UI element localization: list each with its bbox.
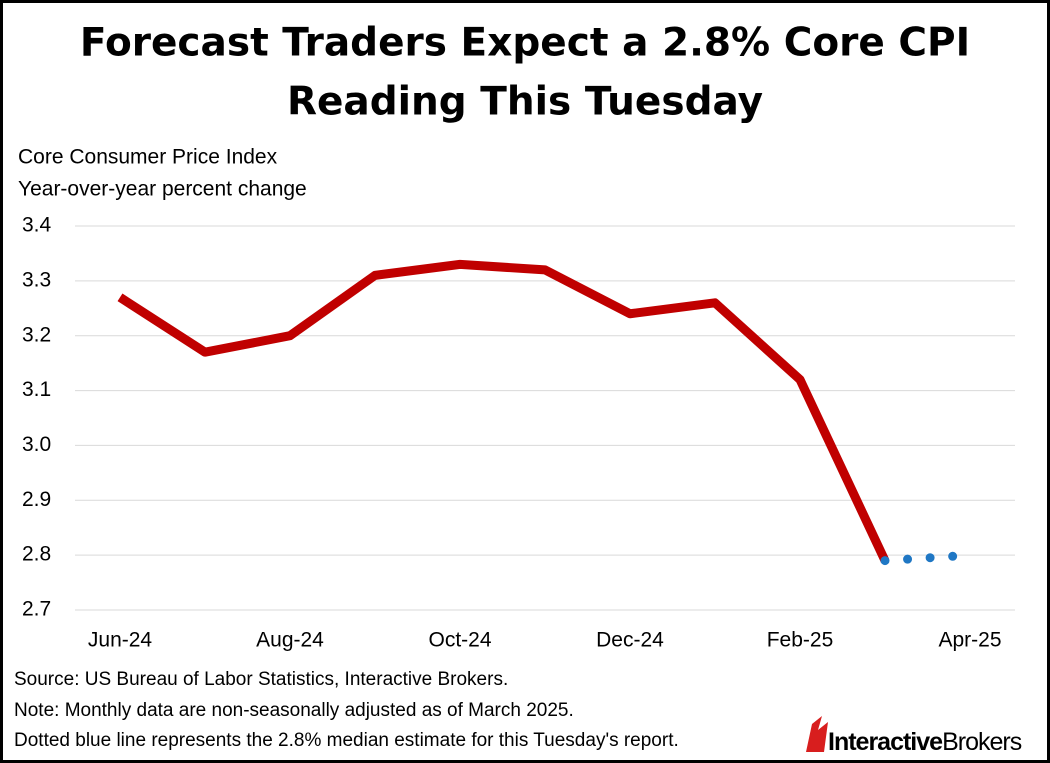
chart-title: Forecast Traders Expect a 2.8% Core CPI	[80, 21, 970, 66]
source-note: Source: US Bureau of Labor Statistics, I…	[14, 669, 508, 690]
y-axis-label: Core Consumer Price Index	[18, 146, 278, 169]
logo-text: Brokers	[942, 728, 1022, 756]
y-tick-label: 2.8	[22, 543, 51, 566]
y-tick-label: 3.0	[22, 433, 51, 456]
logo-icon	[806, 716, 828, 752]
logo-text: Interactive	[828, 728, 943, 756]
y-axis-label: Year-over-year percent change	[18, 178, 307, 201]
y-tick-label: 3.3	[22, 268, 51, 291]
y-tick-label: 3.1	[22, 378, 51, 401]
note: Dotted blue line represents the 2.8% med…	[14, 730, 679, 751]
y-tick-label: 3.4	[22, 214, 52, 237]
x-tick-label: Oct-24	[428, 629, 491, 652]
x-tick-label: Dec-24	[596, 629, 664, 652]
note: Note: Monthly data are non-seasonally ad…	[14, 700, 574, 721]
x-tick-label: Apr-25	[938, 629, 1001, 652]
y-tick-label: 3.2	[22, 323, 51, 346]
y-tick-label: 2.9	[22, 488, 51, 511]
x-tick-label: Jun-24	[88, 629, 153, 652]
x-tick-label: Aug-24	[256, 629, 324, 652]
logo: InteractiveBrokers	[828, 728, 1022, 756]
y-tick-label: 2.7	[22, 598, 51, 621]
chart-title: Reading This Tuesday	[287, 80, 763, 125]
data-line	[880, 550, 975, 566]
data-line	[117, 259, 890, 563]
x-tick-label: Feb-25	[767, 629, 834, 652]
